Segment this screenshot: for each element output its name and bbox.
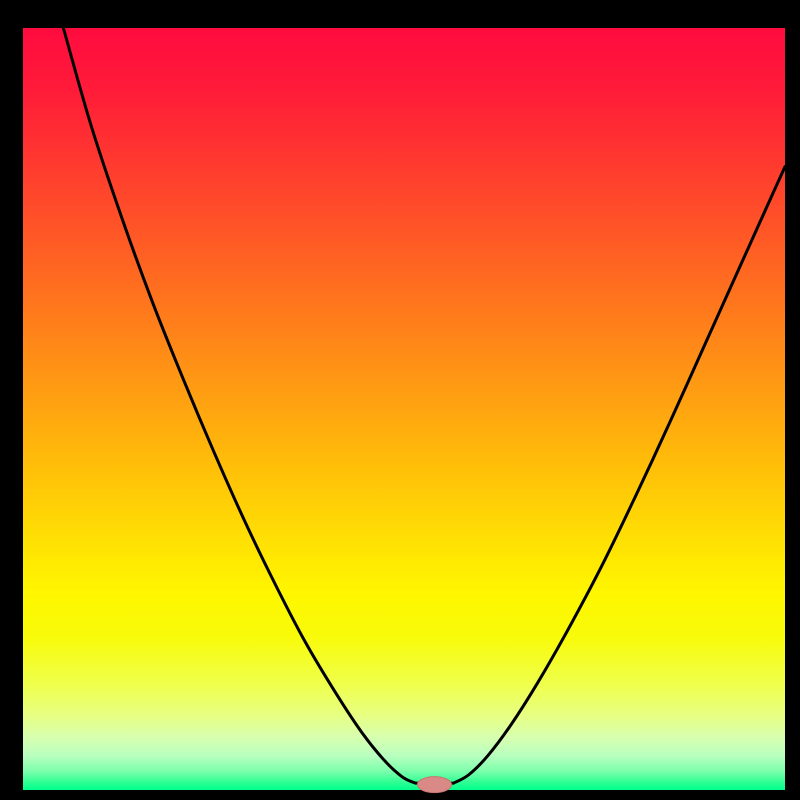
optimum-marker [417, 777, 451, 793]
bottleneck-chart [0, 0, 800, 800]
plot-background [23, 28, 785, 790]
chart-container: TheBottleneck.com [0, 0, 800, 800]
